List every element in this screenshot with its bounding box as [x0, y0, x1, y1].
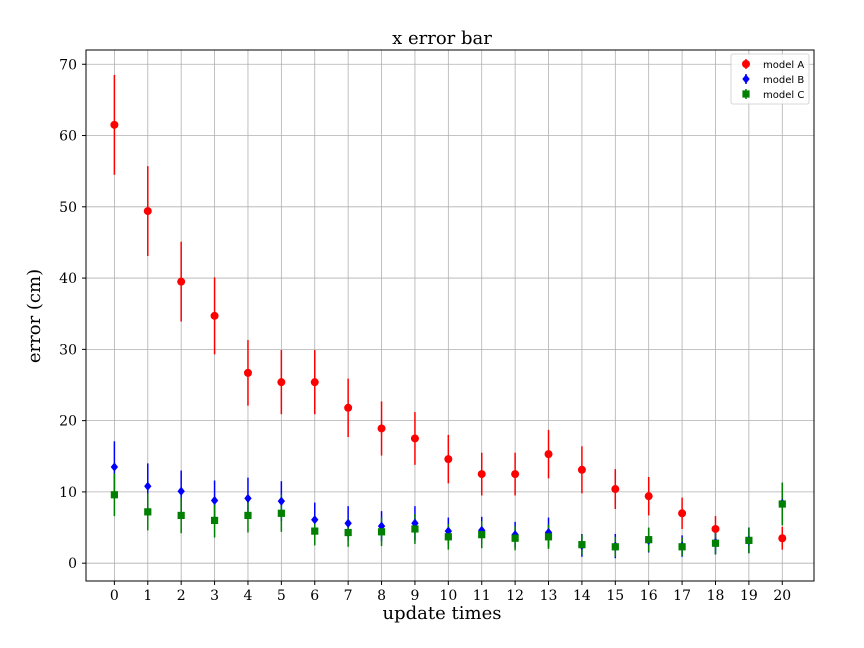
model-c-point — [177, 511, 185, 520]
model-c-legend-label: model C — [763, 90, 804, 101]
chart-title: x error bar — [392, 28, 492, 49]
model-c-legend-marker — [742, 90, 750, 98]
model-a-point — [611, 485, 620, 494]
model-a-point — [577, 465, 586, 474]
model-c-point — [511, 534, 519, 542]
y-axis-label: error (cm) — [24, 269, 45, 363]
model-b-point — [110, 462, 119, 472]
model-a-point — [678, 509, 687, 518]
x-tick-label: 1 — [143, 588, 152, 604]
model-b-point — [244, 493, 252, 503]
model-b-point — [377, 521, 386, 531]
x-tick-label: 7 — [344, 588, 353, 604]
model-a-point — [143, 207, 152, 216]
model-a-point — [511, 470, 520, 479]
y-tick-label: 30 — [59, 342, 77, 358]
y-tick-label: 60 — [59, 129, 77, 145]
model-a-point — [110, 120, 119, 129]
model-a-point — [210, 311, 219, 320]
model-b-legend-marker — [742, 74, 750, 84]
model-b-point — [444, 526, 453, 536]
model-a-point — [310, 378, 319, 387]
model-c-point — [745, 536, 753, 544]
model-c-point — [578, 541, 586, 549]
model-a-legend-marker — [742, 60, 750, 68]
model-a-point — [377, 424, 386, 433]
model-b-point — [144, 481, 152, 491]
y-tick-label: 0 — [68, 556, 77, 572]
model-c-point — [110, 491, 118, 499]
y-tick-label: 50 — [59, 200, 77, 216]
x-axis-label: update times — [383, 603, 502, 624]
x-tick-label: 12 — [506, 588, 524, 604]
plot-frame — [85, 49, 815, 582]
model-a-point — [177, 277, 186, 286]
x-tick-label: 4 — [244, 588, 253, 604]
model-b-point — [210, 495, 219, 506]
model-b-legend-label: model B — [763, 75, 804, 86]
model-c-point — [444, 533, 452, 541]
model-a-legend-label: model A — [763, 60, 804, 71]
marker-layer — [110, 120, 787, 551]
model-c-point — [645, 536, 653, 544]
model-b-point — [277, 496, 286, 506]
model-a-point — [344, 403, 353, 412]
model-a-point — [410, 434, 419, 443]
y-tick-label: 40 — [59, 271, 77, 287]
x-tick-label: 5 — [277, 588, 286, 604]
model-c-point — [244, 511, 252, 520]
x-tick-label: 2 — [177, 588, 186, 604]
x-tick-label: 20 — [773, 588, 791, 604]
model-c-point — [144, 508, 152, 516]
x-tick-label: 8 — [377, 588, 386, 604]
model-a-point — [277, 378, 286, 387]
x-tick-label: 17 — [673, 588, 691, 604]
legend-box — [730, 53, 810, 105]
model-b-point — [311, 515, 319, 525]
y-tick-label: 10 — [59, 485, 77, 501]
model-a-point — [544, 450, 553, 459]
model-b-point — [411, 518, 419, 528]
y-ticks: 0 10 20 30 40 50 60 70 — [59, 57, 86, 572]
x-tick-label: 18 — [707, 588, 725, 604]
model-c-point — [678, 543, 686, 551]
model-a-point — [243, 368, 252, 377]
x-tick-label: 15 — [606, 588, 624, 604]
x-tick-label: 11 — [473, 588, 491, 604]
model-c-point — [377, 528, 386, 536]
model-c-point — [544, 533, 553, 541]
model-c-point — [711, 539, 720, 547]
model-b-point — [344, 518, 352, 528]
model-c-point — [344, 528, 352, 537]
model-a-point — [778, 534, 787, 543]
model-c-point — [478, 531, 486, 539]
y-tick-label: 70 — [59, 57, 77, 73]
x-tick-label: 14 — [573, 588, 591, 604]
model-a-point — [644, 492, 653, 501]
model-c-point — [311, 527, 319, 535]
x-tick-label: 10 — [439, 588, 457, 604]
model-c-point — [411, 525, 419, 533]
model-c-point — [210, 516, 219, 525]
x-tick-label: 13 — [540, 588, 558, 604]
x-tick-label: 6 — [310, 588, 319, 604]
x-tick-label: 9 — [410, 588, 419, 604]
model-c-point — [611, 543, 619, 551]
grid-layer — [86, 50, 814, 581]
model-c-point — [277, 509, 285, 517]
model-a-point — [444, 455, 453, 464]
model-c-point — [778, 500, 786, 508]
x-tick-label: 0 — [110, 588, 119, 604]
x-tick-label: 3 — [210, 588, 219, 604]
model-a-point — [711, 524, 720, 533]
model-a-point — [477, 470, 486, 479]
x-tick-label: 16 — [640, 588, 658, 604]
model-b-point — [177, 486, 185, 496]
x-ticks: 0 1 2 3 4 5 6 7 8 9 10 11 12 13 14 15 16 17 18 19 20 — [110, 581, 791, 604]
legend: model A model B model C — [730, 53, 810, 105]
x-tick-label: 19 — [740, 588, 758, 604]
y-tick-label: 20 — [59, 414, 77, 430]
